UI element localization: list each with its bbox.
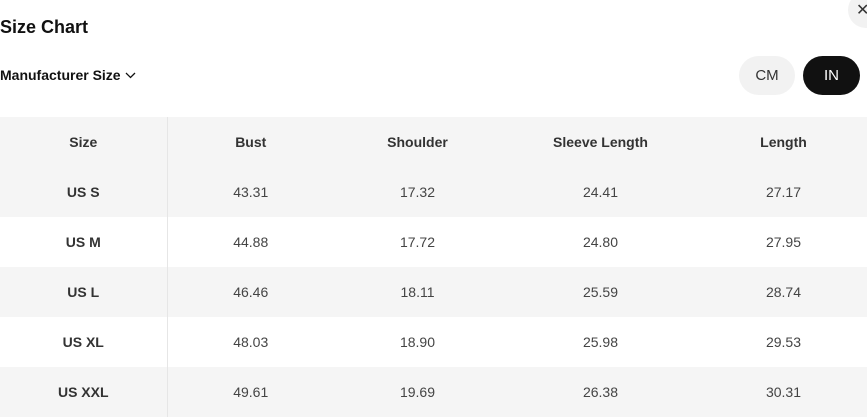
close-icon: ✕ xyxy=(856,2,867,19)
measurement-cell: 49.61 xyxy=(233,384,269,400)
manufacturer-size-dropdown[interactable]: Manufacturer Size xyxy=(0,67,136,83)
unit-in-button[interactable]: IN xyxy=(803,56,860,95)
size-cell: US XL xyxy=(0,317,168,367)
measurement-cell: 17.32 xyxy=(399,184,436,200)
measurement-cell: 30.31 xyxy=(765,384,802,400)
size-cell: US XXL xyxy=(0,367,168,417)
measurement-cell: 25.98 xyxy=(582,334,619,350)
measurement-cell: 25.59 xyxy=(582,284,619,300)
measurement-cell: 43.31 xyxy=(233,184,269,200)
measurement-cell: 28.74 xyxy=(765,284,802,300)
measurement-cell: 17.72 xyxy=(399,234,436,250)
measurement-cell: 24.41 xyxy=(582,184,619,200)
measurement-cell: 26.38 xyxy=(582,384,619,400)
column-header: Bust xyxy=(235,134,267,150)
table-header-row: Size Bust Shoulder Sleeve Length Length xyxy=(0,117,867,167)
size-cell: US M xyxy=(0,217,168,267)
unit-cm-button[interactable]: CM xyxy=(739,56,795,95)
measurement-cell: 46.46 xyxy=(233,284,269,300)
page-title: Size Chart xyxy=(0,17,89,37)
measurement-cell: 29.53 xyxy=(765,334,802,350)
measurement-cell: 19.69 xyxy=(399,384,436,400)
measurement-cell: 27.17 xyxy=(765,184,802,200)
column-header: Length xyxy=(760,134,807,150)
column-header: Sleeve Length xyxy=(553,134,648,150)
close-button[interactable]: ✕ xyxy=(848,0,867,28)
measurement-cell: 18.90 xyxy=(399,334,436,350)
table-row: US L 46.46 18.11 25.59 28.74 xyxy=(0,267,867,317)
size-table: Size Bust Shoulder Sleeve Length Length US S… xyxy=(0,117,867,417)
measurement-cell: 18.11 xyxy=(400,284,435,300)
measurement-cell: 48.03 xyxy=(233,334,269,350)
table-row: US XXL 49.61 19.69 26.38 30.31 xyxy=(0,367,867,417)
dropdown-label: Manufacturer Size xyxy=(0,67,121,83)
size-cell: US L xyxy=(0,267,168,317)
table-row: US M 44.88 17.72 24.80 27.95 xyxy=(0,217,867,267)
column-header: Shoulder xyxy=(387,134,448,150)
measurement-cell: 27.95 xyxy=(765,234,802,250)
chevron-down-icon xyxy=(125,72,136,78)
measurement-cell: 44.88 xyxy=(233,234,269,250)
column-header: Size xyxy=(0,117,168,167)
table-row: US S 43.31 17.32 24.41 27.17 xyxy=(0,167,867,217)
measurement-cell: 24.80 xyxy=(582,234,619,250)
table-row: US XL 48.03 18.90 25.98 29.53 xyxy=(0,317,867,367)
size-cell: US S xyxy=(0,167,168,217)
